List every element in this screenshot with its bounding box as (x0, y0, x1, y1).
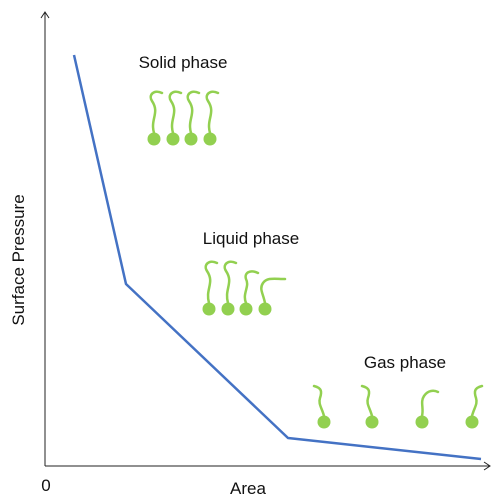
phase-label: Liquid phase (203, 229, 299, 248)
phase-label: Solid phase (139, 53, 228, 72)
y-arrow (40, 11, 50, 19)
y-axis-label: Surface Pressure (9, 194, 28, 325)
isotherm-line (72, 54, 482, 461)
liquid-molecules (201, 260, 287, 317)
x-arrow (483, 461, 491, 471)
origin-label: 0 (41, 476, 50, 495)
x-axis-label: Area (230, 479, 266, 498)
gas-molecules (312, 384, 484, 430)
solid-molecules (146, 90, 220, 147)
axes (40, 11, 491, 471)
phase-label: Gas phase (364, 353, 446, 372)
